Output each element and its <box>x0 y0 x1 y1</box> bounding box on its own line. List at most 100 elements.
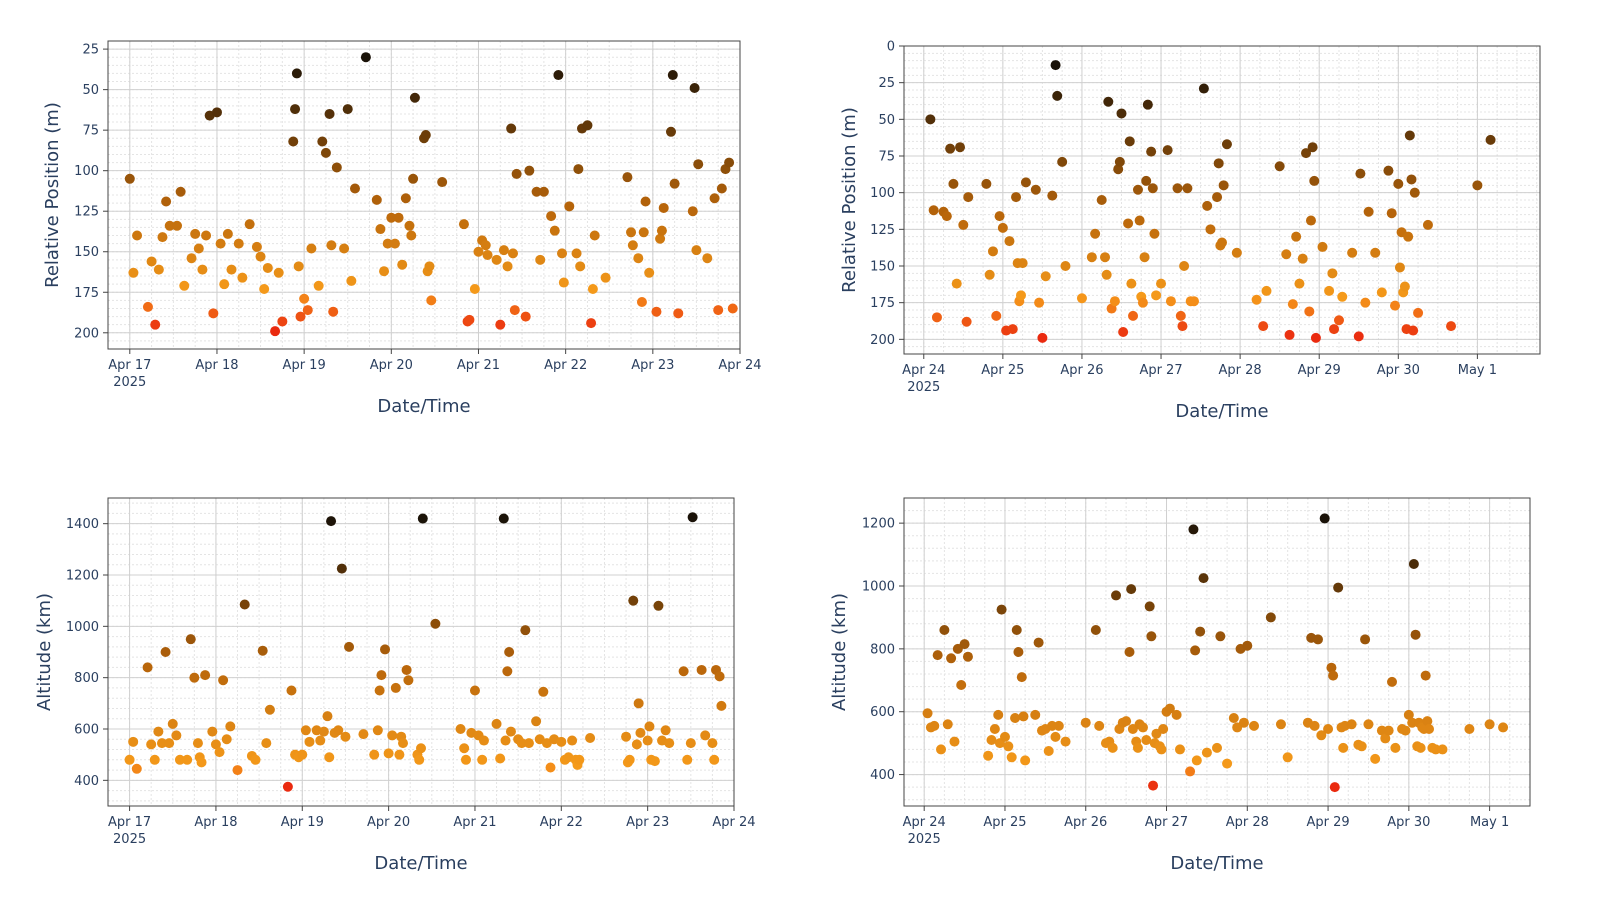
data-point <box>473 246 484 257</box>
data-point <box>1261 285 1272 296</box>
y-tick-label: 800 <box>870 642 895 657</box>
data-point <box>460 754 471 765</box>
data-point <box>1137 722 1148 733</box>
data-point <box>326 240 337 251</box>
data-point <box>277 316 288 327</box>
data-point <box>182 754 193 765</box>
data-point <box>214 747 225 758</box>
data-point <box>346 275 357 286</box>
data-point <box>553 70 564 81</box>
data-point <box>545 762 556 773</box>
data-point <box>585 732 596 743</box>
data-point <box>469 284 480 295</box>
data-point <box>328 306 339 317</box>
data-point <box>1387 676 1398 687</box>
x-tick-label: Apr 19 <box>283 358 326 373</box>
data-point <box>1137 297 1148 308</box>
data-point <box>665 126 676 137</box>
data-point <box>1409 187 1420 198</box>
data-point <box>1043 746 1054 756</box>
data-point <box>1103 96 1114 107</box>
data-point <box>142 301 153 312</box>
data-point <box>128 267 139 278</box>
x-axis-title: Date/Time <box>374 853 467 874</box>
data-point <box>949 736 960 747</box>
data-point <box>1221 139 1232 150</box>
data-point <box>546 211 557 222</box>
plot-border <box>903 497 1531 807</box>
data-point <box>1171 709 1182 720</box>
x-tick-label: Apr 25 <box>983 815 1026 830</box>
plot-border <box>107 40 741 350</box>
data-point <box>1139 252 1150 263</box>
data-point <box>984 269 995 280</box>
data-point <box>237 272 248 283</box>
data-point <box>1060 261 1071 271</box>
data-point <box>218 675 229 686</box>
data-point <box>210 739 221 750</box>
data-point <box>406 230 417 241</box>
data-point <box>707 738 718 749</box>
data-point <box>571 248 582 259</box>
data-point <box>1309 720 1320 731</box>
data-point <box>1228 713 1239 723</box>
data-point <box>714 671 725 682</box>
data-point <box>326 516 337 527</box>
y-tick-label: 150 <box>74 245 99 260</box>
data-point <box>624 754 635 765</box>
y-tick-label: 0 <box>887 40 895 55</box>
data-point <box>621 731 632 742</box>
data-point <box>1305 215 1316 226</box>
data-point <box>196 757 207 768</box>
data-point <box>322 711 333 722</box>
data-point <box>693 159 704 170</box>
data-point <box>389 238 400 249</box>
data-point <box>635 727 646 738</box>
data-point <box>524 165 535 176</box>
data-point <box>131 763 142 774</box>
x-tick-label: Apr 30 <box>1387 815 1430 830</box>
data-point <box>1410 629 1421 640</box>
data-point <box>1017 258 1028 269</box>
data-point <box>1086 252 1097 263</box>
data-point <box>132 230 143 241</box>
y-tick-label: 25 <box>82 43 99 58</box>
x-tick-sublabel: 2025 <box>113 375 146 390</box>
data-point <box>1363 206 1374 217</box>
data-point <box>397 259 408 270</box>
y-tick-label: 125 <box>870 223 895 238</box>
data-point <box>255 251 266 262</box>
data-point <box>1484 719 1495 730</box>
data-point <box>997 222 1008 233</box>
data-point <box>516 738 527 749</box>
data-point <box>306 243 317 254</box>
data-point <box>1124 136 1135 147</box>
data-point <box>300 725 311 736</box>
data-point <box>1422 716 1433 727</box>
data-point <box>259 284 270 295</box>
data-point <box>1360 297 1371 308</box>
data-point <box>1437 744 1448 755</box>
data-point <box>221 734 232 745</box>
data-point <box>458 219 469 230</box>
data-point <box>1329 324 1340 335</box>
data-point <box>1034 297 1045 308</box>
data-point <box>1323 724 1334 734</box>
data-point <box>945 143 956 154</box>
data-point <box>989 724 1000 734</box>
data-point <box>331 162 342 173</box>
x-tick-label: Apr 18 <box>195 358 238 373</box>
data-point <box>1281 249 1292 260</box>
data-point <box>420 130 431 141</box>
data-point <box>1370 753 1381 764</box>
data-point <box>987 246 998 257</box>
data-point <box>991 310 1002 321</box>
y-tick-label: 1400 <box>66 517 99 532</box>
y-tick-label: 100 <box>870 186 895 201</box>
data-point <box>342 104 353 115</box>
data-point <box>1179 261 1190 271</box>
data-point <box>1376 287 1387 298</box>
data-point <box>564 201 575 212</box>
data-point <box>667 70 678 81</box>
data-point <box>1363 719 1374 730</box>
